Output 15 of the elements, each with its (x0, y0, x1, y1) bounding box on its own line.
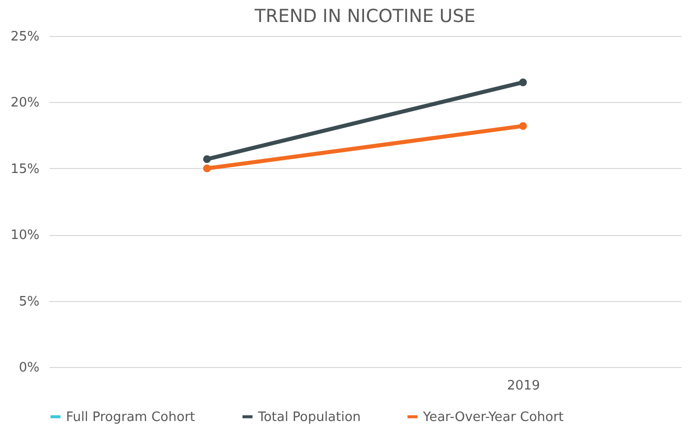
legend-label: Year-Over-Year Cohort (422, 410, 564, 425)
y-tick-label: 5% (18, 294, 40, 310)
y-tick-label: 20% (10, 96, 40, 111)
x-tick-label: 2019 (506, 378, 540, 394)
point (519, 122, 527, 130)
legend-label: Full Program Cohort (66, 410, 196, 425)
y-tick-label: 25% (10, 30, 40, 44)
y-tick-label: 10% (10, 228, 40, 244)
point (519, 78, 527, 86)
point (203, 164, 211, 172)
chart-title: TREND IN NICOTINE USE (254, 6, 476, 27)
legend-label: Total Population (257, 410, 361, 425)
y-tick-label: 0% (18, 360, 40, 376)
y-tick-label: 15% (10, 162, 40, 177)
point (203, 155, 211, 163)
